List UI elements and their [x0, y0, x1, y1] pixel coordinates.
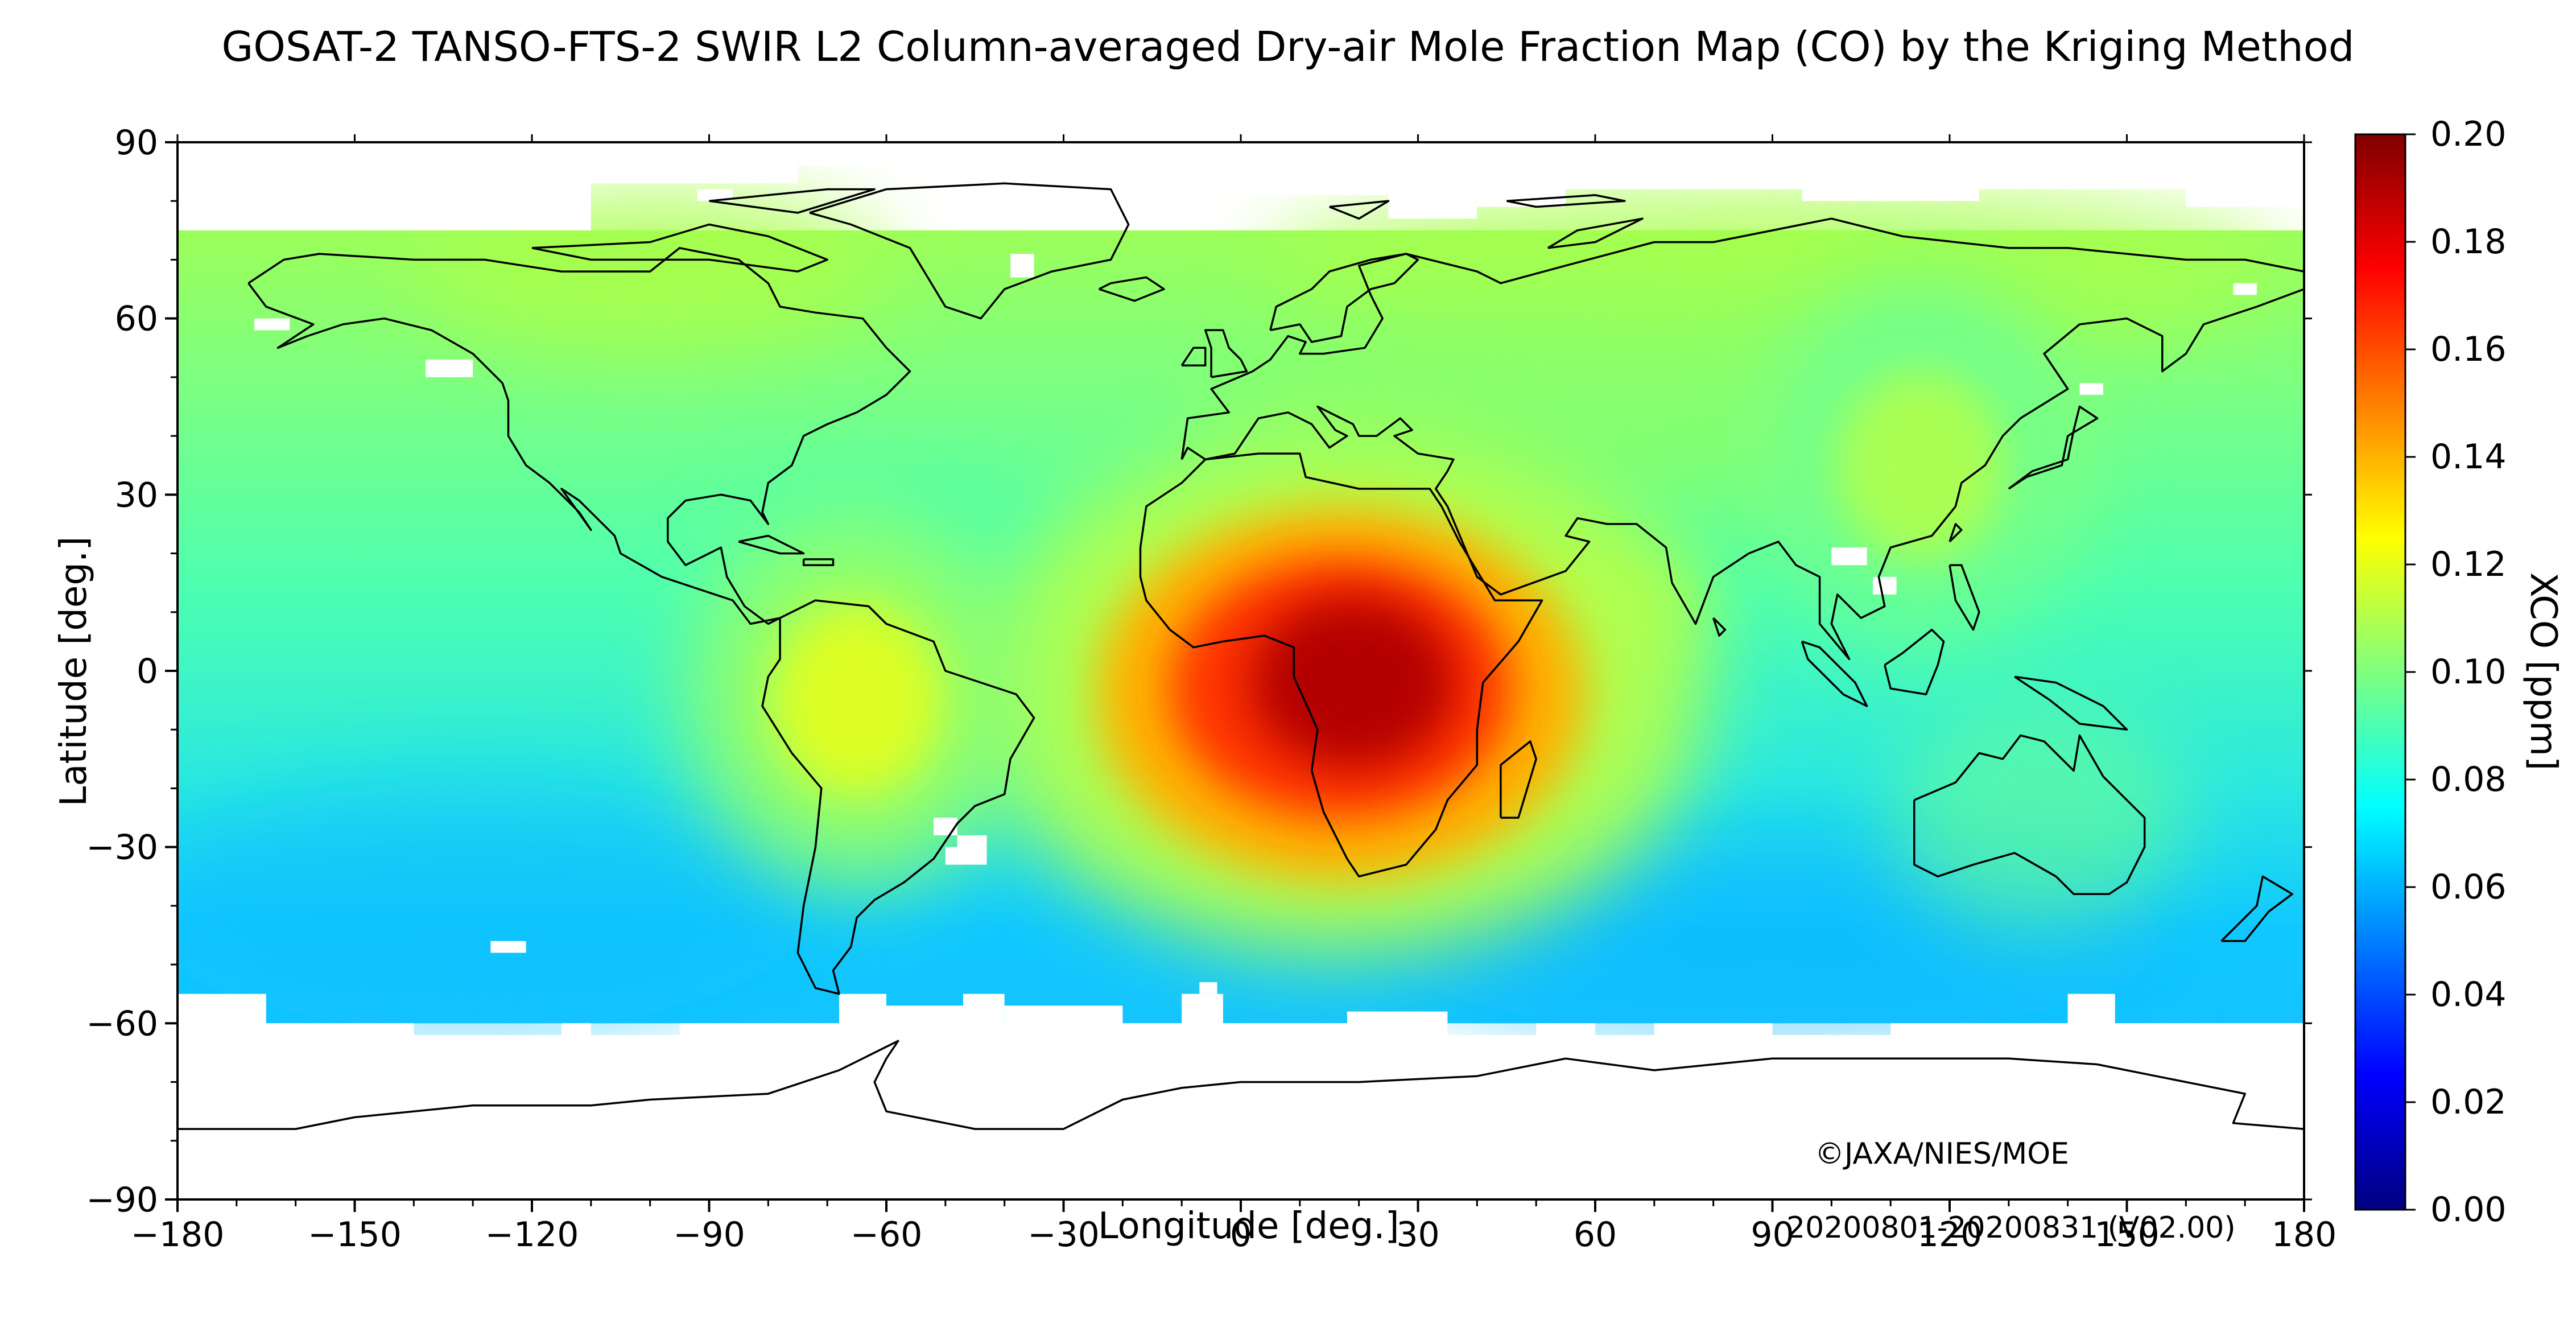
data-period: 20200801-20200831 (V02.00) [1786, 1211, 2236, 1245]
x-tick-label: −90 [673, 1215, 745, 1255]
colorbar-tick-label: 0.00 [2430, 1190, 2507, 1230]
x-tick-label: −30 [1027, 1215, 1100, 1255]
y-tick-label: 30 [115, 475, 158, 515]
x-tick-label: −120 [485, 1215, 579, 1255]
y-tick-label: −60 [86, 1004, 158, 1044]
x-tick-label: 120 [1917, 1215, 1983, 1255]
concentration-field [177, 186, 2285, 1038]
colorbar [2354, 133, 2406, 1211]
colorbar-tick-label: 0.06 [2430, 867, 2507, 907]
colorbar-tick-label: 0.02 [2430, 1082, 2507, 1122]
x-tick-label: −60 [851, 1215, 923, 1255]
colorbar-tick-label: 0.14 [2430, 437, 2507, 477]
y-axis: 90 60 30 0 −30 −60 −90 [86, 123, 2312, 1220]
map-area [177, 142, 2304, 1199]
y-tick-label: 90 [115, 123, 158, 163]
x-tick-label: 150 [2094, 1215, 2160, 1255]
colorbar-tick-label: 0.08 [2430, 760, 2507, 799]
colorbar-tick-label: 0.20 [2430, 114, 2507, 154]
x-tick-label: 60 [1574, 1215, 1617, 1255]
y-tick-label: −90 [86, 1180, 158, 1220]
copyright-credit: ©JAXA/NIES/MOE [1815, 1137, 2069, 1171]
x-tick-label: −180 [131, 1215, 225, 1255]
data-gaps [177, 142, 2304, 1199]
colorbar-tick-label: 0.18 [2430, 222, 2507, 262]
coastlines [177, 182, 2304, 1130]
x-tick-label: −150 [308, 1215, 402, 1255]
x-axis: −180 −150 −120 −90 −60 −30 0 30 60 90 120 150 180 [131, 134, 2337, 1255]
x-tick-label: 30 [1396, 1215, 1439, 1255]
x-tick-label: 0 [1230, 1215, 1252, 1255]
y-tick-label: −30 [86, 828, 158, 868]
x-tick-label: 180 [2272, 1215, 2337, 1255]
colorbar-label: XCO [ppm] [2522, 572, 2564, 771]
y-axis-label: Latitude [deg.] [53, 536, 95, 807]
colorbar-tick-label: 0.12 [2430, 545, 2507, 584]
x-axis-label: Longitude [deg.] [1098, 1205, 1400, 1247]
colorbar-tick-label: 0.16 [2430, 329, 2507, 369]
y-tick-label: 0 [137, 652, 158, 691]
colorbar-tick-label: 0.04 [2430, 975, 2507, 1015]
chart-title: GOSAT-2 TANSO-FTS-2 SWIR L2 Column-avera… [221, 23, 2355, 71]
colorbar-ticks: 0.00 0.02 0.04 0.06 0.08 0.10 0.12 0.14 0.16 0.18… [2405, 114, 2507, 1230]
y-tick-label: 60 [115, 299, 158, 339]
x-tick-label: 90 [1751, 1215, 1794, 1255]
colorbar-tick-label: 0.10 [2430, 652, 2507, 692]
